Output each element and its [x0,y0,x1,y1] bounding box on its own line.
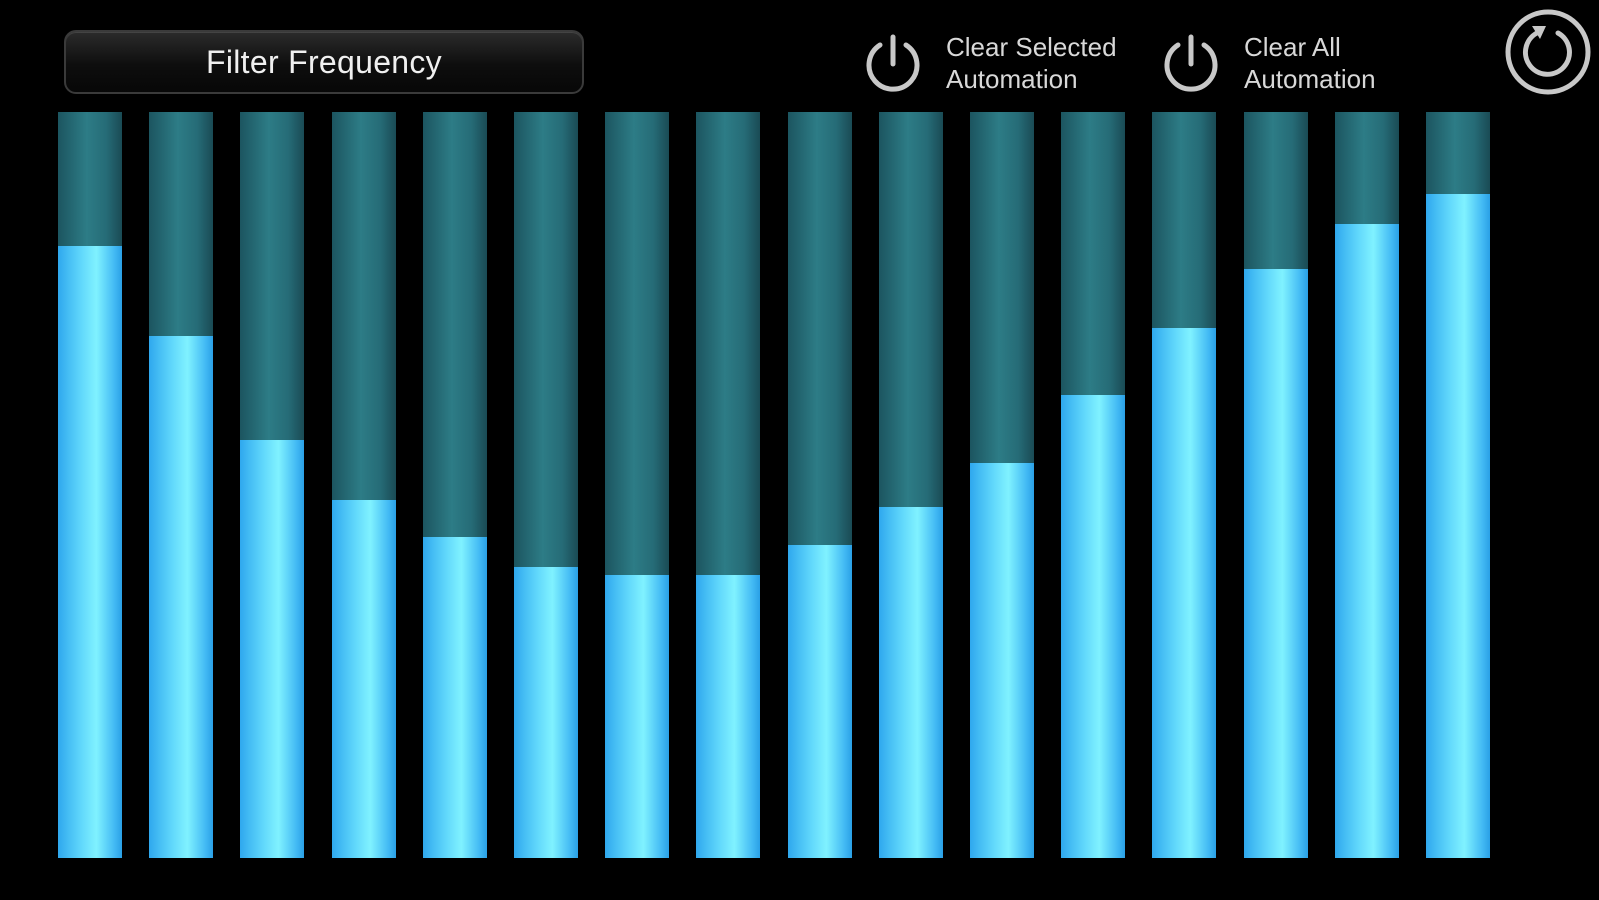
step-bar-fill [1061,395,1126,858]
step-bar-fill [787,544,852,858]
step-bar-fill [970,462,1034,858]
step-bar-fill [1426,194,1490,858]
step-bar-14[interactable] [1243,112,1308,858]
clear-all-automation-button[interactable]: Clear All Automation [1156,26,1434,100]
reset-icon[interactable] [1502,6,1594,98]
step-bar-fill [422,537,487,858]
parameter-selector[interactable]: Filter Frequency [64,30,584,94]
step-bar-1[interactable] [58,112,122,858]
step-bar-11[interactable] [970,112,1034,858]
step-bar-fill [240,440,305,858]
power-icon [866,34,920,92]
step-bar-16[interactable] [1426,112,1490,858]
clear-all-label: Clear All Automation [1244,31,1434,95]
step-bar-fill [696,574,761,858]
step-bar-fill [514,567,578,858]
clear-all-line1: Clear All [1244,32,1341,62]
clear-selected-label: Clear Selected Automation [946,31,1136,95]
step-bar-5[interactable] [422,112,487,858]
power-icon [1164,34,1218,92]
step-bar-2[interactable] [149,112,214,858]
step-bar-fill [1334,223,1399,858]
clear-selected-line1: Clear Selected [946,32,1117,62]
step-bar-fill [1152,328,1217,858]
parameter-label: Filter Frequency [206,43,442,80]
step-bar-13[interactable] [1152,112,1217,858]
clear-selected-line2: Automation [946,64,1078,94]
step-bar-3[interactable] [240,112,305,858]
step-bar-7[interactable] [605,112,670,858]
step-bar-6[interactable] [514,112,578,858]
step-bar-fill [149,335,214,858]
step-bar-12[interactable] [1061,112,1126,858]
step-bar-fill [58,246,122,858]
step-bar-10[interactable] [878,112,943,858]
step-bar-15[interactable] [1334,112,1399,858]
step-bar-8[interactable] [696,112,761,858]
step-bar-fill [1243,268,1308,858]
step-sequencer-bars [58,112,1518,858]
step-bar-9[interactable] [787,112,852,858]
step-bar-fill [331,499,396,858]
clear-selected-automation-button[interactable]: Clear Selected Automation [858,26,1136,100]
step-bar-fill [605,574,670,858]
step-bar-fill [878,507,943,858]
step-bar-4[interactable] [331,112,396,858]
clear-all-line2: Automation [1244,64,1376,94]
